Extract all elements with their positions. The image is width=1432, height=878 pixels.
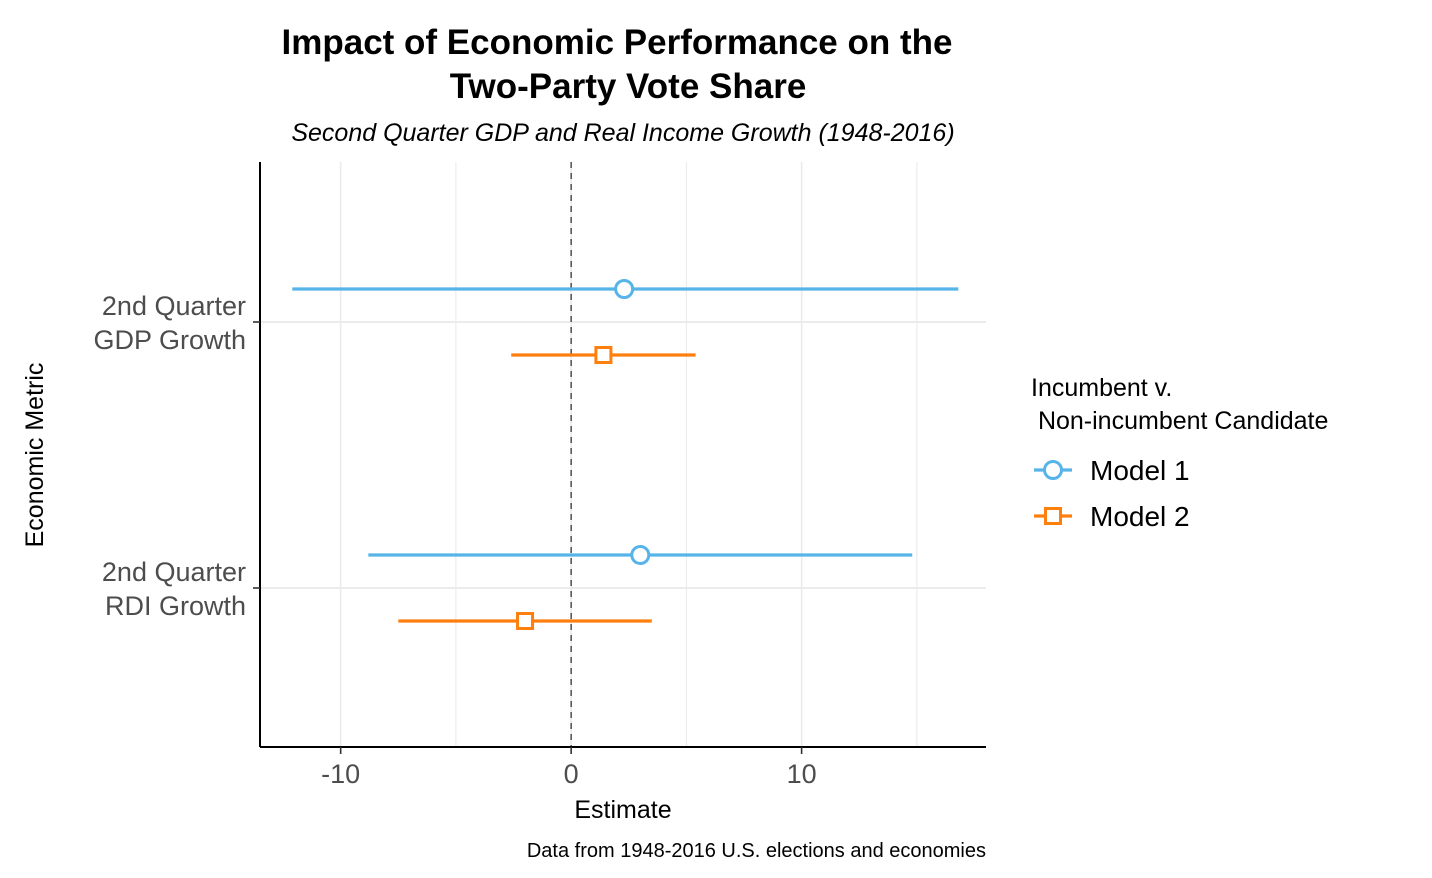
chart-caption: Data from 1948-2016 U.S. elections and e… [527,840,986,862]
y-tick-label: RDI Growth [105,591,246,621]
legend-title: Incumbent v. [1031,374,1172,402]
legend-key-square [1044,507,1062,525]
estimate-point-circle [614,279,635,299]
y-axis-title: Economic Metric [21,363,49,548]
y-tick-label: GDP Growth [93,325,246,355]
y-tick-label: 2nd Quarter [102,291,246,321]
y-tick-label: 2nd Quarter [102,557,246,587]
x-tick-label: 10 [787,759,817,789]
chart-subtitle: Second Quarter GDP and Real Income Growt… [291,119,954,147]
x-tick-label: -10 [321,759,360,789]
chart-title-line-1: Impact of Economic Performance on the [282,23,953,62]
x-tick-label: 0 [564,759,579,789]
legend-title: Non-incumbent Candidate [1031,407,1328,435]
estimate-point-square [594,346,613,364]
legend-label: Model 2 [1090,501,1190,532]
legend-label: Model 1 [1090,455,1190,486]
chart-title-line-2: Two-Party Vote Share [450,67,807,106]
estimate-point-square [516,612,535,630]
estimate-point-circle [630,545,651,565]
x-axis-title: Estimate [574,796,671,824]
legend-key-circle [1043,460,1063,480]
plot-area: -10 0 10 2nd Quarter GDP Growth 2nd Quarter RD… [93,162,986,789]
legend: Incumbent v. Non-incumbent Candidate Mode… [1031,374,1328,532]
